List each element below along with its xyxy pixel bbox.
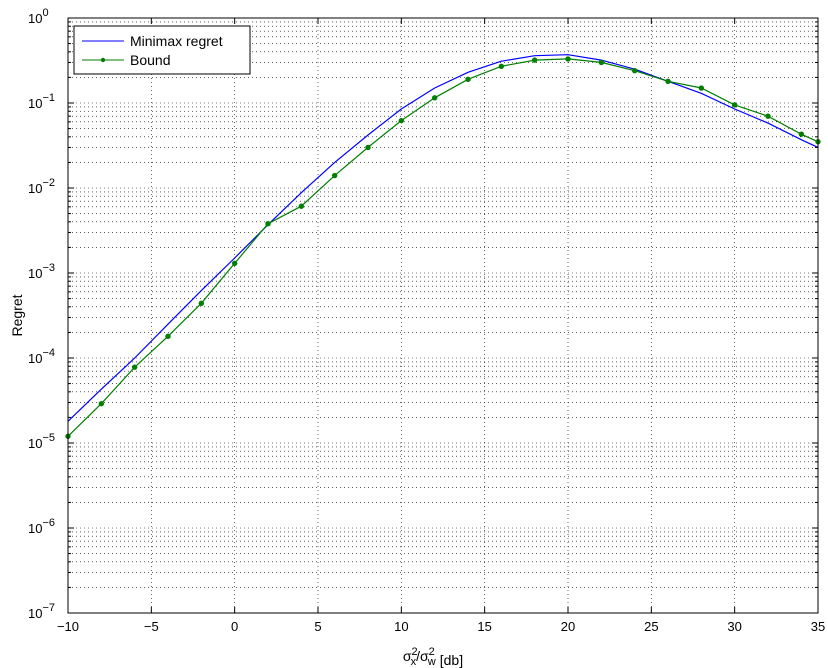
legend-label-bound: Bound [130,52,170,68]
tick-labels: −10 −5 0 5 10 15 20 25 30 35 100 10−1 10−2 10−3 10−4 10… [28,7,825,634]
x-axis-label-slash: / [416,648,420,664]
x-tick-label: 10 [394,619,408,634]
x-axis-label-sup-w: 2 [429,646,435,658]
y-tick-label: 10−4 [28,347,55,366]
y-tick-label: 100 [28,7,49,26]
grid [68,18,818,613]
x-tick-label: 20 [561,619,575,634]
data-point [531,57,538,63]
data-point [265,221,271,227]
plot-frame [67,17,819,614]
data-point [331,172,338,179]
legend: Minimax regret Bound [73,25,251,75]
x-tick-label: 30 [727,619,741,634]
data-point [298,203,305,209]
x-axis-label-sub-w: w [427,656,436,668]
x-tick-label: −5 [144,619,159,634]
y-tick-label: 10−5 [28,432,55,451]
data-point [431,95,438,101]
x-tick-label: 5 [314,619,321,634]
x-axis-label-sigma-x: σ [403,648,412,664]
data-point [98,400,105,407]
x-tick-label: −10 [57,619,79,634]
data-point [231,260,238,267]
data-point [631,67,638,74]
y-axis-label: Regret [9,294,25,336]
y-tick-label: 10−1 [28,92,55,111]
series-layer [65,54,821,439]
x-axis-label-sub-x: x [411,656,417,668]
data-point [398,117,405,124]
data-point [798,131,805,137]
data-point [498,63,505,70]
data-point [465,76,471,83]
data-point [765,113,771,119]
x-axis-label-sup-x: 2 [412,646,418,658]
series-line-minimax-regret [67,54,819,422]
ticks [67,17,819,614]
x-tick-label: 15 [477,619,491,634]
x-tick-label: 0 [231,619,238,634]
data-point [698,85,705,91]
data-point [198,300,205,307]
y-tick-label: 10−2 [28,177,55,196]
data-point [731,102,738,108]
series-line-bound [67,58,819,437]
legend-marker-bound [100,57,106,63]
legend-label-minimax-regret: Minimax regret [130,33,223,49]
y-tick-label: 10−3 [28,262,55,281]
data-point [565,56,571,62]
data-point [165,333,171,340]
x-axis-label-unit: [db] [440,652,463,668]
x-tick-label: 25 [644,619,658,634]
x-tick-label: 35 [811,619,825,634]
data-point [598,59,605,66]
legend-box [73,25,251,75]
y-tick-label: 10−7 [28,602,55,621]
data-point [665,78,671,85]
data-point [131,364,138,370]
x-axis-label: σ2 x/σ2 w [db] [403,646,463,668]
data-point [365,144,371,151]
x-axis-label-sigma-w: σ [420,648,429,664]
y-tick-label: 10−6 [28,517,55,536]
